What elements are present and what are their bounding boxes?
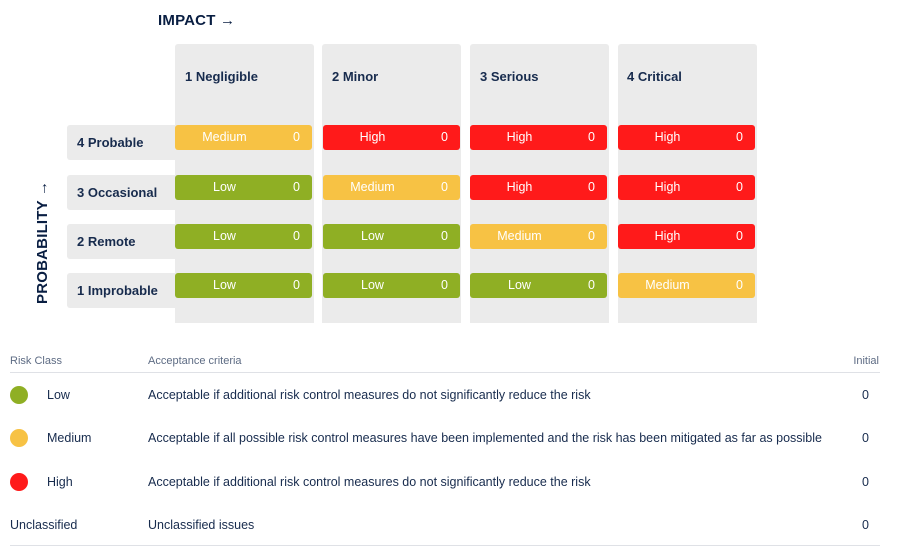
probability-label-probable: 4 Probable: [67, 125, 175, 160]
risk-class-medium: Medium: [47, 431, 92, 445]
risk-cell-level: Low: [213, 278, 236, 292]
impact-label-negligible: 1 Negligible: [185, 69, 258, 84]
risk-class-unclassified: Unclassified: [10, 518, 78, 532]
risk-cell-count: 0: [588, 180, 595, 194]
risk-cell-count: 0: [588, 130, 595, 144]
impact-label-critical: 4 Critical: [627, 69, 682, 84]
risk-cell[interactable]: Low 0: [175, 224, 312, 249]
probability-label-remote: 2 Remote: [67, 224, 175, 259]
initial-count-low: 0: [862, 388, 869, 402]
risk-cell-level: Low: [361, 278, 384, 292]
risk-cell[interactable]: Medium 0: [470, 224, 607, 249]
risk-cell[interactable]: High 0: [470, 125, 607, 150]
risk-dot-high: [10, 473, 28, 491]
risk-cell-count: 0: [293, 130, 300, 144]
risk-cell-level: High: [506, 180, 533, 194]
risk-class-high: High: [47, 475, 73, 489]
risk-cell-count: 0: [441, 180, 448, 194]
risk-cell[interactable]: Low 0: [323, 224, 460, 249]
probability-label-occasional: 3 Occasional: [67, 175, 175, 210]
impact-label-serious: 3 Serious: [480, 69, 539, 84]
risk-cell-count: 0: [588, 278, 595, 292]
risk-cell-level: Low: [213, 180, 236, 194]
initial-count-medium: 0: [862, 431, 869, 445]
risk-cell-count: 0: [441, 278, 448, 292]
risk-cell-level: Medium: [497, 229, 542, 243]
probability-axis-title: PROBABILITY →: [34, 180, 51, 304]
risk-cell-count: 0: [293, 278, 300, 292]
impact-label-minor: 2 Minor: [332, 69, 379, 84]
risk-cell-level: High: [654, 229, 681, 243]
risk-cell[interactable]: Low 0: [175, 273, 312, 298]
risk-cell[interactable]: Medium 0: [618, 273, 755, 298]
risk-cell-level: Medium: [350, 180, 395, 194]
risk-cell-count: 0: [736, 229, 743, 243]
initial-count-unclassified: 0: [862, 518, 869, 532]
criteria-high: Acceptable if additional risk control me…: [148, 475, 591, 489]
criteria-unclassified: Unclassified issues: [148, 518, 255, 532]
risk-dot-medium: [10, 429, 28, 447]
risk-cell-level: Low: [213, 229, 236, 243]
header-acceptance-criteria: Acceptance criteria: [148, 355, 242, 367]
risk-cell-count: 0: [736, 278, 743, 292]
risk-cell-level: High: [359, 130, 386, 144]
table-bottom-divider: [10, 545, 880, 546]
initial-count-high: 0: [862, 475, 869, 489]
risk-class-low: Low: [47, 388, 70, 402]
risk-cell[interactable]: High 0: [470, 175, 607, 200]
header-initial: Initial: [853, 355, 879, 367]
probability-label-improbable: 1 Improbable: [67, 273, 175, 308]
risk-cell-count: 0: [441, 229, 448, 243]
risk-cell[interactable]: Low 0: [470, 273, 607, 298]
risk-cell-level: Medium: [202, 130, 247, 144]
risk-cell[interactable]: Medium 0: [175, 125, 312, 150]
risk-dot-low: [10, 386, 28, 404]
risk-cell-count: 0: [441, 130, 448, 144]
risk-cell-level: Low: [508, 278, 531, 292]
risk-cell[interactable]: Low 0: [323, 273, 460, 298]
header-divider: [10, 372, 880, 373]
risk-cell-count: 0: [293, 180, 300, 194]
header-risk-class: Risk Class: [10, 355, 62, 367]
risk-cell-level: High: [654, 180, 681, 194]
criteria-medium: Acceptable if all possible risk control …: [148, 431, 822, 445]
risk-cell-count: 0: [588, 229, 595, 243]
risk-cell-level: High: [654, 130, 681, 144]
risk-cell-count: 0: [293, 229, 300, 243]
risk-cell-level: Medium: [645, 278, 690, 292]
risk-cell-count: 0: [736, 180, 743, 194]
impact-axis-title: IMPACT →: [158, 12, 236, 29]
risk-cell[interactable]: High 0: [618, 224, 755, 249]
risk-cell[interactable]: High 0: [618, 125, 755, 150]
risk-cell[interactable]: High 0: [323, 125, 460, 150]
risk-cell[interactable]: High 0: [618, 175, 755, 200]
criteria-low: Acceptable if additional risk control me…: [148, 388, 591, 402]
risk-cell-count: 0: [736, 130, 743, 144]
risk-cell-level: High: [506, 130, 533, 144]
risk-cell-level: Low: [361, 229, 384, 243]
risk-cell[interactable]: Low 0: [175, 175, 312, 200]
risk-cell[interactable]: Medium 0: [323, 175, 460, 200]
